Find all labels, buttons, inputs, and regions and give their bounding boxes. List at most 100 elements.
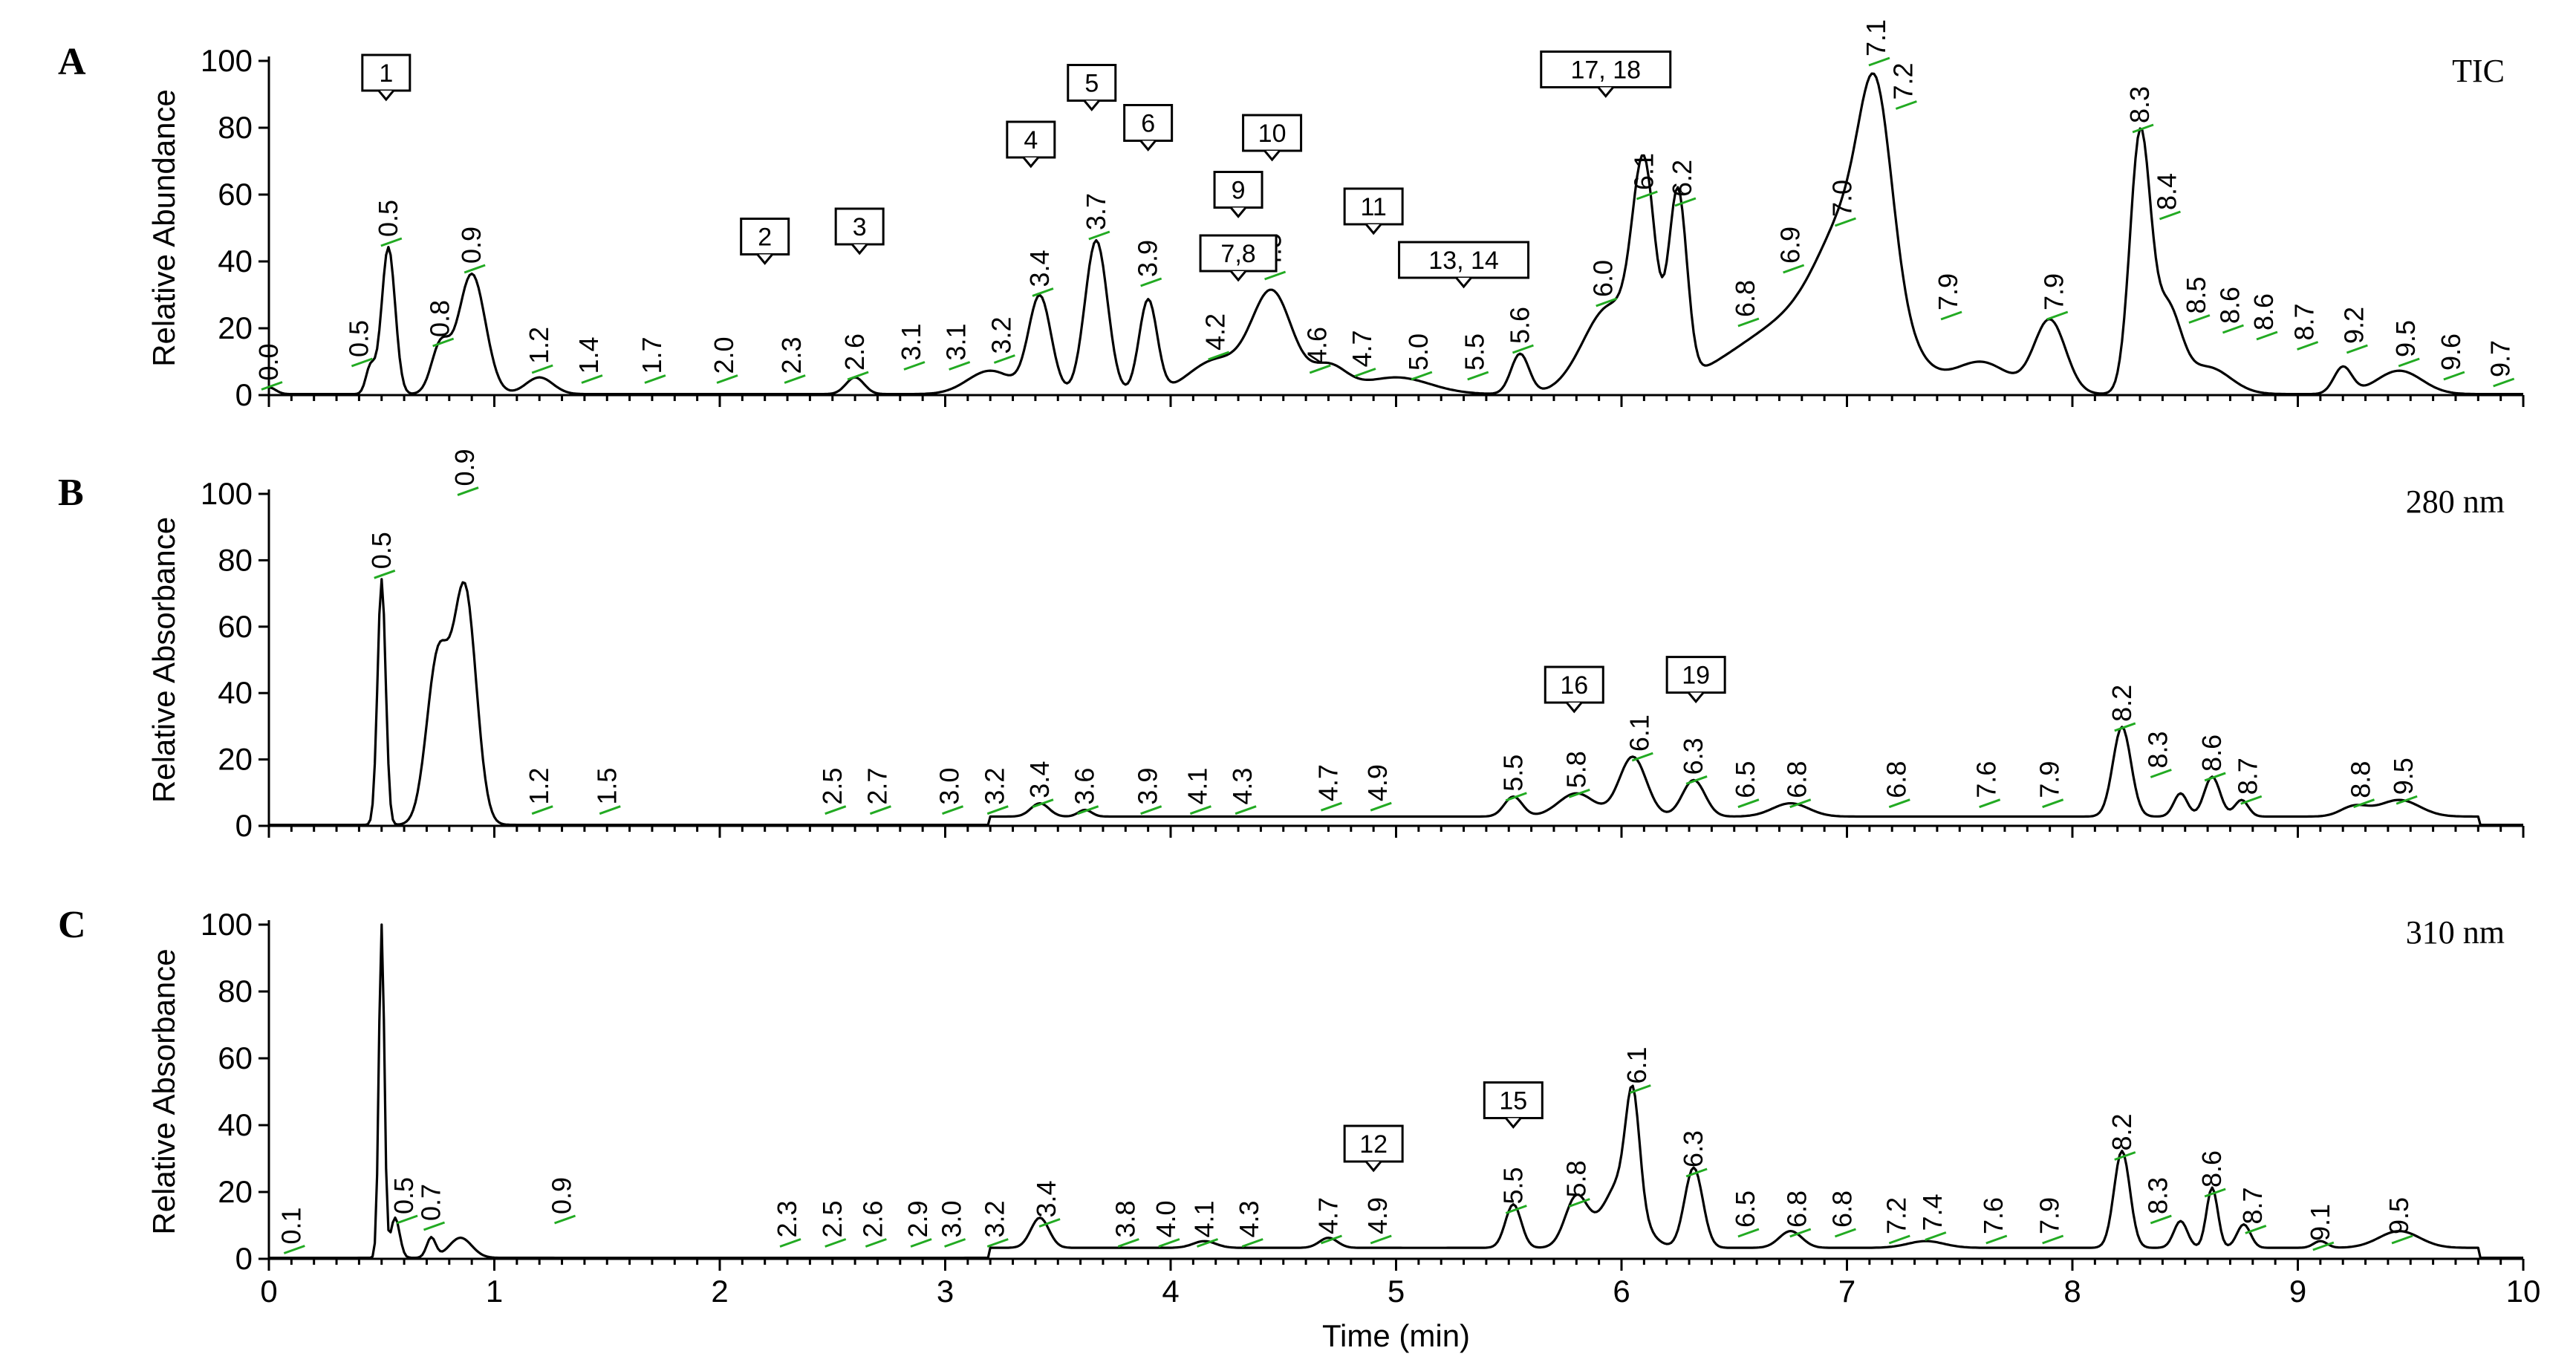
integration-tick: [1467, 371, 1489, 381]
callout-label: 5: [1084, 70, 1099, 98]
integration-tick: [1505, 792, 1527, 802]
integration-tick: [1925, 1231, 1947, 1241]
rt-label: 6.1: [1622, 1046, 1652, 1084]
integration-tick: [1370, 1234, 1392, 1245]
rt-label: 4.9: [1362, 1197, 1393, 1234]
callout-box: [1006, 120, 1056, 159]
callout-pointer: [1139, 140, 1157, 152]
corner-label: 280 nm: [2406, 483, 2505, 520]
integration-tick: [779, 1238, 801, 1248]
integration-tick: [554, 1214, 576, 1225]
integration-tick: [2042, 798, 2064, 809]
integration-tick: [993, 354, 1015, 364]
rt-label: 6.5: [1730, 1191, 1760, 1228]
integration-tick: [1189, 805, 1211, 815]
rt-label: 2.6: [839, 333, 870, 371]
y-axis-label: Relative Abundance: [146, 89, 181, 367]
rt-label: 9.5: [2384, 1197, 2414, 1234]
rt-label: 7.9: [2035, 1197, 2065, 1234]
rt-label: 2.7: [862, 768, 892, 805]
integration-tick: [531, 805, 553, 815]
integration-tick: [2396, 795, 2418, 805]
integration-tick: [1834, 217, 1856, 227]
x-axis-label: Time (min): [1322, 1318, 1470, 1353]
integration-tick: [2493, 377, 2515, 388]
y-tick-label: 60: [218, 609, 253, 644]
callout-box: [1123, 104, 1174, 142]
integration-tick: [2297, 341, 2319, 351]
rt-label: 3.6: [1070, 768, 1100, 805]
panel-C: C 310 nm Relative Absorbance 0 20 40 60 80 100 0 1…: [58, 904, 2540, 1353]
x-tick-label: 6: [1613, 1274, 1630, 1309]
integration-tick: [2352, 798, 2375, 809]
peak-callout: 4: [1006, 120, 1056, 169]
integration-tick: [2240, 795, 2263, 805]
callout-pointer: [1597, 86, 1614, 98]
x-tick-label: 8: [2063, 1274, 2081, 1309]
rt-label: 4.9: [1362, 764, 1393, 801]
rt-label: 0.7: [416, 1184, 446, 1221]
callout-box: [1665, 656, 1726, 694]
rt-label: 9.5: [2390, 320, 2421, 357]
integration-tick: [1241, 1238, 1263, 1248]
panel-letter: C: [58, 904, 86, 946]
y-tick-label: 60: [218, 1040, 253, 1075]
integration-tick: [1629, 1084, 1651, 1094]
rt-label: 3.1: [941, 323, 972, 360]
callout-box: [1540, 51, 1672, 88]
rt-label: 8.6: [2196, 735, 2227, 772]
callout-label: 13, 14: [1428, 247, 1499, 275]
x-tick-label: 10: [2506, 1274, 2541, 1309]
rt-label: 4.0: [1151, 1200, 1181, 1237]
rt-label: 5.6: [1504, 307, 1535, 344]
rt-label: 4.2: [1200, 313, 1231, 351]
rt-label: 0.9: [456, 227, 487, 264]
rt-label: 8.7: [2237, 1187, 2268, 1224]
integration-tick: [1197, 1238, 1219, 1248]
y-tick-label: 0: [235, 1241, 253, 1276]
peak-callout: 6: [1123, 104, 1174, 152]
rt-label: 5.8: [1561, 1160, 1591, 1197]
y-tick-label: 80: [218, 110, 253, 145]
rt-label: 2.6: [857, 1200, 888, 1237]
integration-tick: [1032, 287, 1054, 297]
callout-pointer: [377, 90, 394, 102]
callout-label: 9: [1232, 177, 1246, 205]
integration-tick: [1685, 1167, 1708, 1178]
integration-tick: [944, 1238, 966, 1248]
rt-label: 8.2: [2107, 1113, 2137, 1150]
integration-tick: [2150, 769, 2172, 778]
integration-tick: [1264, 270, 1287, 281]
rt-label: 0.8: [425, 300, 455, 337]
integration-tick: [2132, 123, 2154, 134]
integration-tick: [2188, 314, 2211, 324]
integration-tick: [1117, 1238, 1139, 1248]
integration-tick: [2312, 1241, 2335, 1251]
rt-label: 0.5: [373, 200, 403, 237]
rt-label: 6.8: [1782, 761, 1812, 798]
trace-line: [269, 923, 2523, 1260]
rt-label: 4.3: [1227, 768, 1258, 805]
x-tick-label: 0: [260, 1274, 277, 1309]
integration-tick: [396, 1214, 418, 1225]
rt-label: 8.7: [2289, 303, 2320, 340]
integration-tick: [2114, 722, 2136, 732]
rt-label: 9.7: [2485, 340, 2516, 377]
y-tick-label: 100: [201, 43, 253, 78]
integration-tick: [1596, 297, 1618, 307]
integration-tick: [374, 569, 396, 579]
integration-tick: [1568, 788, 1590, 798]
callout-box: [1067, 64, 1117, 102]
x-tick-label: 2: [711, 1274, 728, 1309]
peak-callout: 15: [1483, 1081, 1544, 1129]
y-tick-label: 80: [218, 974, 253, 1009]
callout-label: 3: [853, 213, 867, 241]
integration-tick: [1636, 190, 1658, 201]
rt-label: 6.9: [1775, 227, 1806, 264]
peak-callout: 7,8: [1199, 234, 1278, 282]
callout-box: [834, 207, 885, 246]
corner-label: TIC: [2452, 53, 2505, 89]
integration-tick: [716, 374, 738, 384]
rt-label: 3.2: [986, 316, 1016, 354]
